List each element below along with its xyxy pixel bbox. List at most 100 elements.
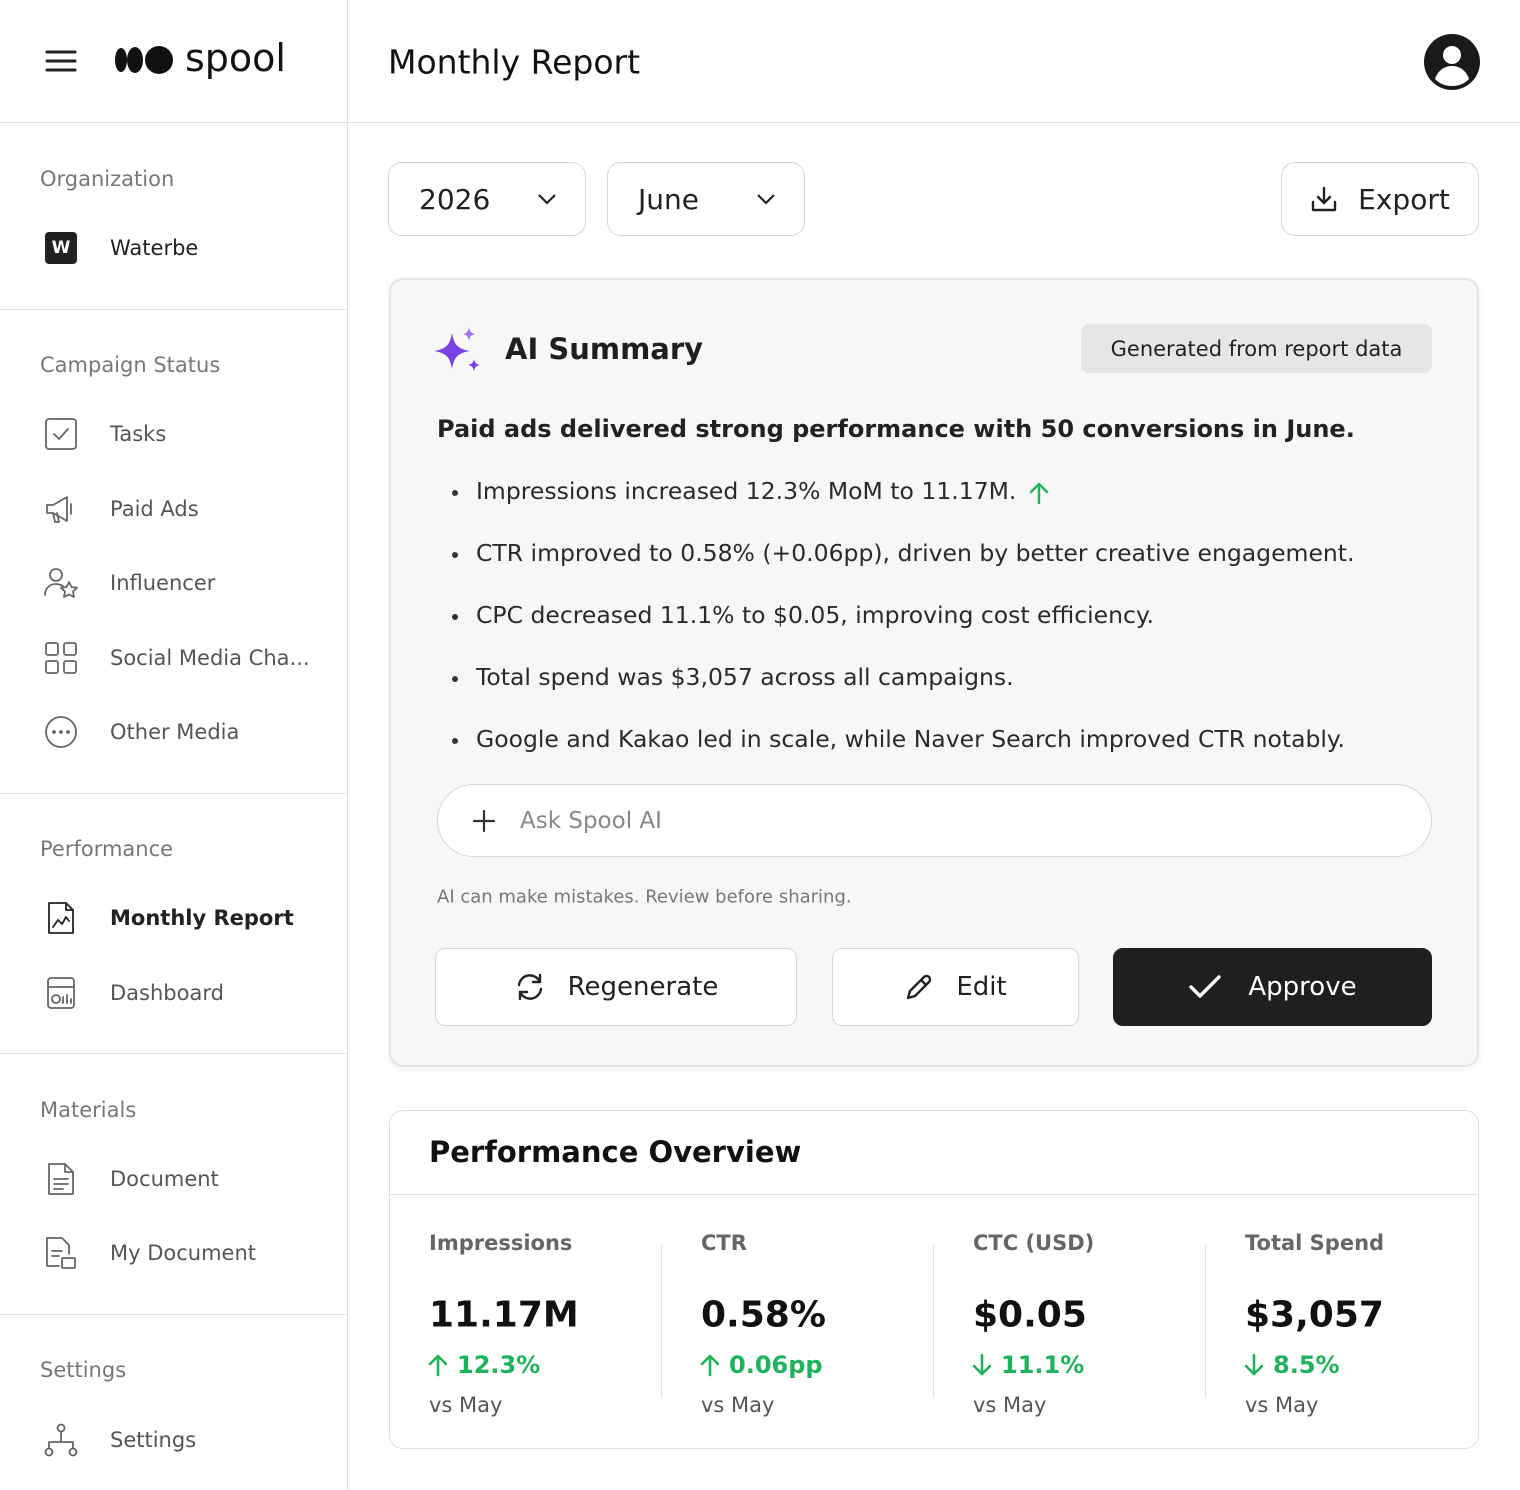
influencer-icon [44,568,78,598]
nav-item[interactable]: My Document [110,1241,257,1265]
export-button[interactable]: Export [1281,162,1479,236]
ads-icon [46,496,72,523]
change-value: 11.1% [1001,1351,1085,1379]
other-icon [45,716,77,748]
section-title: Campaign Status [40,353,221,377]
nav-item[interactable]: Document [110,1167,219,1191]
metric-change: 0.06pp [699,1351,823,1379]
my-document-icon [46,1237,76,1269]
metric-label: CTR [701,1231,747,1255]
ask-ai-input[interactable]: Ask Spool AI [437,784,1432,857]
nav-item[interactable]: Dashboard [110,981,224,1005]
up-arrow-icon [700,1354,720,1377]
divider [0,793,348,794]
metric-separator [933,1245,934,1398]
up-arrow-icon [1030,482,1049,504]
change-value: 0.06pp [729,1351,823,1379]
report-icon [48,902,74,934]
section-title: Organization [40,167,175,191]
regenerate-label: Regenerate [567,972,719,1002]
metric-label: Total Spend [1245,1231,1385,1255]
up-arrow-icon [428,1354,448,1377]
summary-bullet: Google and Kakao led in scale, while Nav… [452,725,1345,753]
nav-item[interactable]: Influencer [110,571,216,595]
metric-value: 11.17M [429,1294,579,1336]
settings-icon [44,1423,78,1457]
bullet-text: Impressions increased 12.3% MoM to 11.17… [476,477,1017,505]
section-title: Performance [40,837,174,861]
org-name[interactable]: Waterbe [110,236,199,260]
metric-separator [1205,1245,1206,1398]
edit-button[interactable]: Edit [832,948,1079,1026]
sparkle-icon [434,327,480,371]
export-label: Export [1358,182,1450,216]
regenerate-button[interactable]: Regenerate [435,948,797,1026]
down-arrow-icon [1244,1353,1264,1376]
nav-item[interactable]: Other Media [110,720,240,744]
nav-item[interactable]: Paid Ads [110,497,199,521]
input-placeholder: Ask Spool AI [520,807,662,834]
avatar[interactable] [1423,33,1481,91]
metric-value: $3,057 [1245,1294,1384,1336]
header-divider [0,122,1520,123]
approve-button[interactable]: Approve [1113,948,1432,1026]
ai-headline: Paid ads delivered strong performance wi… [437,415,1355,443]
metric-change: 12.3% [427,1351,540,1379]
brand-name: spool [185,36,286,80]
plus-icon [472,809,496,832]
metric-label: CTC (USD) [973,1231,1095,1255]
edit-label: Edit [956,972,1007,1002]
performance-title: Performance Overview [429,1135,802,1169]
check-icon [1189,975,1222,998]
summary-bullet: CTR improved to 0.58% (+0.06pp), driven … [452,539,1355,567]
document-icon [48,1163,74,1195]
metric-compare: vs May [429,1393,503,1417]
year-dropdown[interactable]: 2026 [388,162,586,236]
nav-item-active[interactable]: Monthly Report [110,906,294,930]
disclaimer: AI can make mistakes. Review before shar… [437,886,852,908]
summary-bullet: CPC decreased 11.1% to $0.05, improving … [452,601,1154,629]
org-badge: W [45,232,77,264]
change-value: 8.5% [1273,1351,1340,1379]
down-arrow-icon [972,1353,992,1376]
chevron [538,194,556,205]
ai-badge: Generated from report data [1081,324,1432,373]
divider [0,309,348,310]
metric-label: Impressions [429,1231,573,1255]
dashboard-icon [47,977,75,1009]
social-icon [45,642,77,674]
change-value: 12.3% [457,1351,541,1379]
divider [0,1053,348,1054]
approve-label: Approve [1248,972,1357,1002]
logo-mark [115,46,173,74]
metric-compare: vs May [973,1393,1047,1417]
chevron [757,194,775,205]
nav-item[interactable]: Settings [110,1428,197,1452]
metric-value: $0.05 [973,1294,1087,1336]
card-divider [389,1194,1479,1195]
sidebar [0,0,348,1490]
performance-card [389,1110,1479,1449]
metric-change: 11.1% [971,1351,1084,1379]
metric-value: 0.58% [701,1294,826,1336]
download-icon [1311,186,1337,212]
summary-bullet: Total spend was $3,057 across all campai… [452,663,1014,691]
ai-summary-title: AI Summary [505,332,704,366]
summary-bullet: Impressions increased 12.3% MoM to 11.17… [452,477,1050,505]
menu-button[interactable] [44,46,78,76]
pencil-icon [907,974,932,1000]
metric-compare: vs May [1245,1393,1319,1417]
section-title: Settings [40,1358,127,1382]
nav-item[interactable]: Social Media Cha... [110,646,310,670]
page-title: Monthly Report [388,42,641,82]
nav-item[interactable]: Tasks [110,422,167,446]
month-dropdown[interactable]: June [607,162,805,236]
refresh-icon [517,973,542,1001]
tasks-icon [45,418,77,450]
year-value: 2026 [419,182,491,216]
metric-change: 8.5% [1243,1351,1340,1379]
divider [0,1314,348,1315]
metric-separator [661,1245,662,1398]
section-title: Materials [40,1098,137,1122]
